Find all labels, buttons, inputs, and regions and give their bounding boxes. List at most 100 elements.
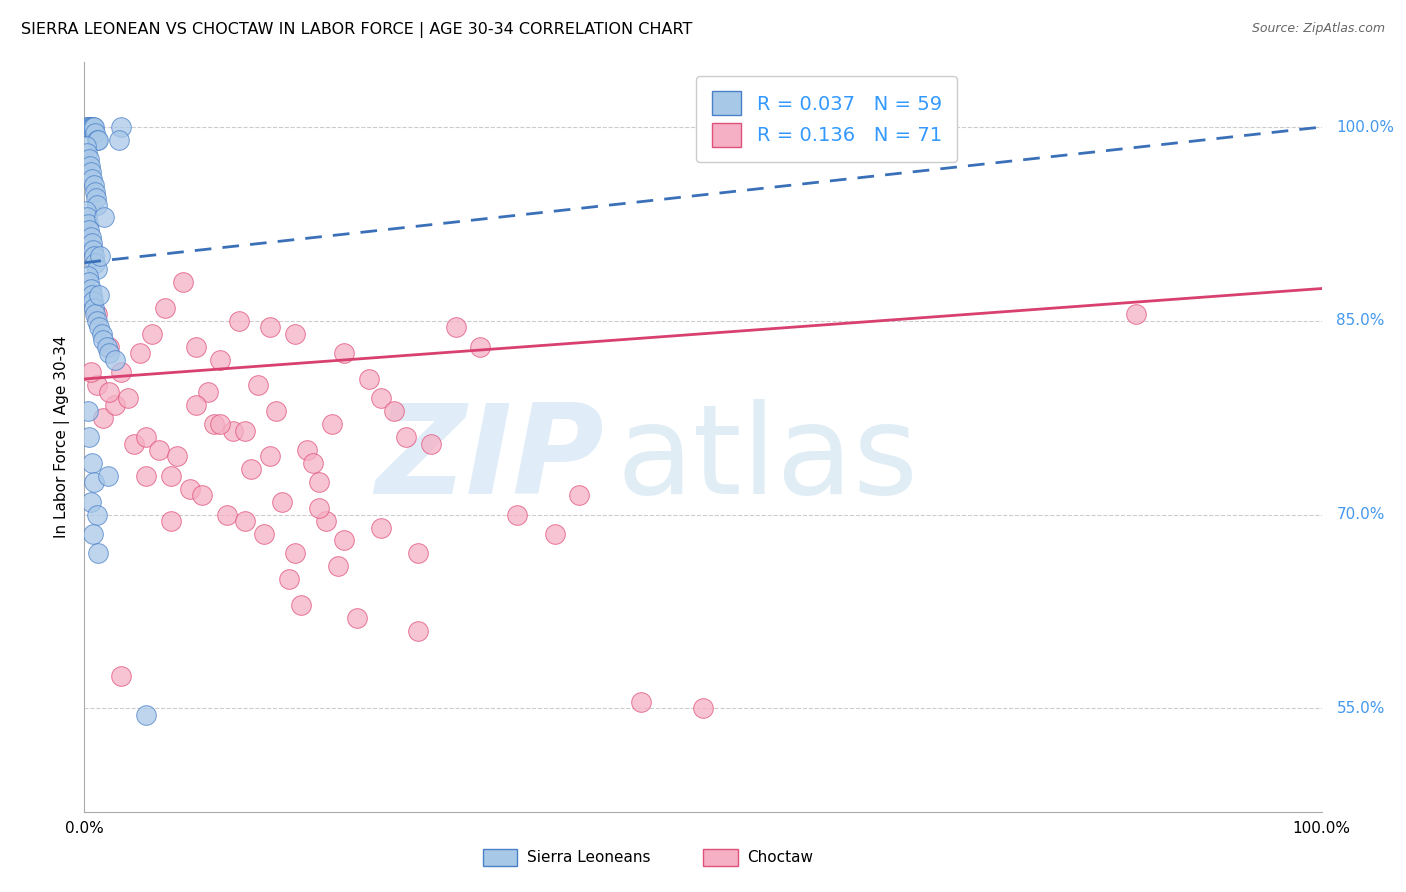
Point <box>86 262 108 277</box>
Y-axis label: In Labor Force | Age 30-34: In Labor Force | Age 30-34 <box>55 335 70 539</box>
Point <box>77 153 100 167</box>
Point <box>184 340 207 354</box>
Point <box>79 281 101 295</box>
Point <box>166 450 188 464</box>
Point <box>228 314 250 328</box>
Point <box>77 268 100 283</box>
Point <box>110 366 132 380</box>
Point <box>444 320 467 334</box>
Point <box>308 501 330 516</box>
Point <box>82 527 104 541</box>
Point <box>80 120 103 134</box>
Point <box>80 236 103 251</box>
Point <box>90 326 112 341</box>
Point <box>104 352 127 367</box>
Point <box>148 442 170 457</box>
Point <box>83 301 105 315</box>
Point <box>543 527 565 541</box>
Point <box>117 392 139 406</box>
Point <box>408 546 430 560</box>
Point <box>86 307 108 321</box>
Point <box>215 508 238 522</box>
Point <box>98 346 121 360</box>
Text: Sierra Leoneans: Sierra Leoneans <box>527 850 651 865</box>
Point <box>97 468 120 483</box>
Point <box>96 340 118 354</box>
Point <box>87 546 110 560</box>
Point <box>284 326 307 341</box>
Text: Choctaw: Choctaw <box>748 850 814 865</box>
Point <box>506 508 529 522</box>
Point <box>277 572 299 586</box>
Point <box>76 211 98 225</box>
Point <box>76 145 98 160</box>
Point <box>333 346 356 360</box>
Point <box>91 333 114 347</box>
Point <box>83 249 105 263</box>
Point <box>80 456 103 470</box>
Point <box>333 533 356 548</box>
Point <box>79 494 101 508</box>
Point <box>86 133 108 147</box>
Point <box>184 398 207 412</box>
Legend: R = 0.037   N = 59, R = 0.136   N = 71: R = 0.037 N = 59, R = 0.136 N = 71 <box>696 76 957 162</box>
Point <box>308 475 330 490</box>
Point <box>370 392 392 406</box>
Point <box>191 488 214 502</box>
Point <box>82 171 104 186</box>
Point <box>692 701 714 715</box>
Text: 70.0%: 70.0% <box>1337 507 1385 522</box>
Text: ZIP: ZIP <box>375 399 605 520</box>
Point <box>110 669 132 683</box>
Text: 85.0%: 85.0% <box>1337 313 1385 328</box>
Point <box>110 120 132 134</box>
Point <box>222 424 245 438</box>
Point <box>284 546 307 560</box>
Point <box>83 120 105 134</box>
Point <box>79 159 101 173</box>
Point <box>75 139 97 153</box>
Point <box>202 417 225 432</box>
Point <box>122 436 145 450</box>
Point <box>98 340 121 354</box>
Point <box>233 514 256 528</box>
Point <box>253 527 276 541</box>
Point <box>79 430 101 444</box>
Point <box>141 326 163 341</box>
Point <box>104 398 127 412</box>
Point <box>321 417 343 432</box>
Point <box>259 450 281 464</box>
Point <box>84 255 107 269</box>
Point <box>209 417 232 432</box>
Point <box>75 204 97 219</box>
Point <box>77 217 100 231</box>
Point <box>135 468 157 483</box>
Point <box>408 624 430 638</box>
Point <box>382 404 405 418</box>
Point <box>80 165 103 179</box>
Text: atlas: atlas <box>616 399 918 520</box>
Point <box>86 378 108 392</box>
Point <box>264 404 287 418</box>
Point <box>84 191 107 205</box>
Point <box>79 120 101 134</box>
Point <box>76 120 98 134</box>
Point <box>108 133 131 147</box>
Point <box>98 384 121 399</box>
Point <box>326 559 349 574</box>
Point <box>135 707 157 722</box>
Point <box>83 475 105 490</box>
Point <box>86 508 108 522</box>
FancyBboxPatch shape <box>482 849 517 865</box>
Point <box>160 514 183 528</box>
Point <box>82 120 104 134</box>
Point <box>84 307 107 321</box>
Point <box>135 430 157 444</box>
Point <box>86 197 108 211</box>
Point <box>93 211 115 225</box>
Text: 100.0%: 100.0% <box>1337 120 1395 135</box>
Point <box>357 372 380 386</box>
Point <box>83 178 105 193</box>
Point <box>79 120 101 134</box>
Point <box>271 494 294 508</box>
